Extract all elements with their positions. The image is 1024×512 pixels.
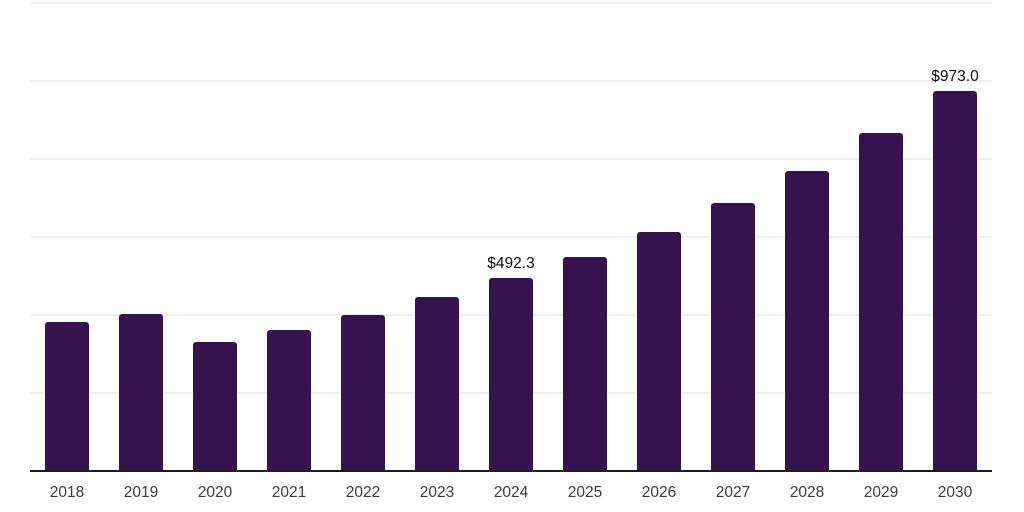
x-axis: 2018 2019 2020 2021 2022 2023 2024 2025 2026 2027… <box>30 484 992 506</box>
bar-2028[interactable] <box>785 171 829 470</box>
bar-2020[interactable] <box>193 342 237 470</box>
x-tick-2024: 2024 <box>493 484 529 501</box>
x-tick-2028: 2028 <box>789 484 825 501</box>
x-tick-2019: 2019 <box>123 484 159 501</box>
y-gridline <box>30 80 992 82</box>
x-tick-2029: 2029 <box>863 484 899 501</box>
y-gridline <box>30 2 992 4</box>
x-tick-2027: 2027 <box>715 484 751 501</box>
y-gridline <box>30 236 992 238</box>
x-tick-2022: 2022 <box>345 484 381 501</box>
x-tick-2030: 2030 <box>937 484 973 501</box>
bar-2025[interactable] <box>563 256 607 470</box>
data-label-2024: $492.3 <box>487 255 535 273</box>
x-tick-2025: 2025 <box>567 484 603 501</box>
bar-2027[interactable] <box>711 203 755 470</box>
bar-2022[interactable] <box>341 314 385 470</box>
bar-2023[interactable] <box>415 297 459 470</box>
bar-2030[interactable] <box>933 90 977 470</box>
bar-2019[interactable] <box>119 314 163 470</box>
x-tick-2018: 2018 <box>49 484 85 501</box>
x-tick-2026: 2026 <box>641 484 677 501</box>
x-tick-2021: 2021 <box>271 484 307 501</box>
x-tick-2023: 2023 <box>419 484 455 501</box>
x-tick-2020: 2020 <box>197 484 233 501</box>
bar-2018[interactable] <box>45 321 89 470</box>
y-gridline <box>30 158 992 160</box>
bar-2029[interactable] <box>859 133 903 470</box>
bar-2026[interactable] <box>637 232 681 470</box>
bar-2024[interactable] <box>489 278 533 470</box>
plot-area: $492.3 $973.0 <box>30 2 992 472</box>
data-label-2030: $973.0 <box>931 67 979 85</box>
bar-2021[interactable] <box>267 330 311 470</box>
